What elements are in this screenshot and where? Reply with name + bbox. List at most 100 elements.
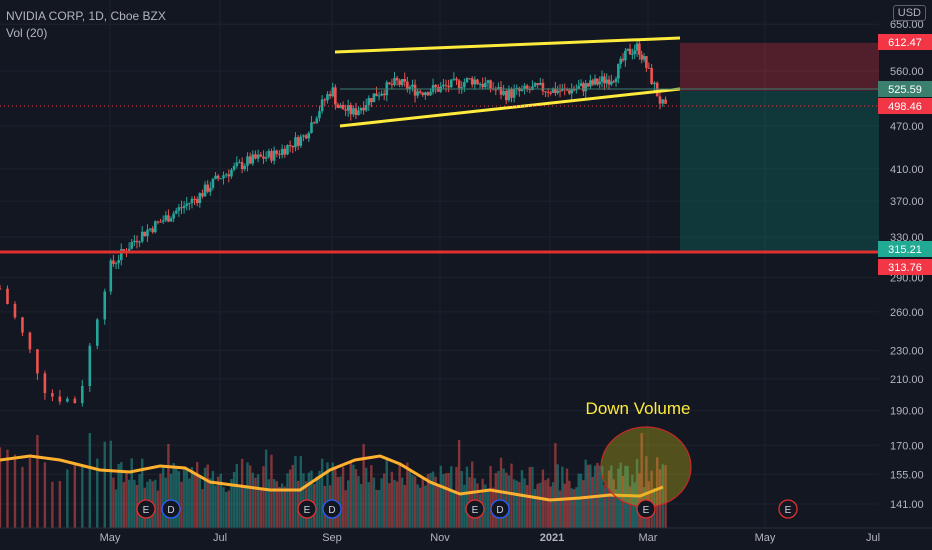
event-marker[interactable]: E xyxy=(297,499,317,519)
volume-bar xyxy=(117,463,120,528)
volume-bar xyxy=(196,462,199,528)
candle-body xyxy=(339,104,342,109)
event-marker[interactable]: D xyxy=(161,499,181,519)
candle-body xyxy=(593,78,597,85)
volume-bar xyxy=(577,473,580,528)
candle-body xyxy=(13,303,17,318)
candle-body xyxy=(88,345,92,386)
candle-body xyxy=(151,228,154,233)
candle-body xyxy=(209,187,212,192)
earnings-icon[interactable] xyxy=(636,499,656,519)
candle-body xyxy=(421,92,425,96)
candle-body xyxy=(243,165,247,170)
candle-body xyxy=(584,83,587,92)
dividend-icon[interactable] xyxy=(161,499,181,519)
earnings-icon[interactable] xyxy=(136,499,156,519)
volume-bar xyxy=(294,455,297,528)
candle-body xyxy=(310,122,313,133)
candle-body xyxy=(73,398,77,404)
volume-bar xyxy=(141,458,144,528)
event-marker[interactable]: E xyxy=(778,499,798,519)
earnings-icon[interactable] xyxy=(465,499,485,519)
candle-body xyxy=(58,396,62,402)
volume-bar xyxy=(352,464,355,528)
event-marker-label: E xyxy=(643,505,650,516)
volume-bar xyxy=(283,486,286,528)
dividend-icon[interactable] xyxy=(322,499,342,519)
event-marker[interactable]: D xyxy=(490,499,510,519)
currency-button[interactable]: USD xyxy=(892,5,926,21)
candle-body xyxy=(372,93,376,103)
candle-body xyxy=(612,81,615,83)
volume-bar xyxy=(224,492,228,528)
volume-bar xyxy=(582,480,585,528)
candle-body xyxy=(465,78,469,83)
candle-body xyxy=(188,203,191,205)
candle-body xyxy=(296,137,300,146)
candle-body xyxy=(416,91,419,96)
event-marker-label: E xyxy=(143,505,150,516)
candles xyxy=(0,38,667,407)
candle-body xyxy=(95,319,99,346)
event-marker[interactable]: E xyxy=(136,499,156,519)
earnings-icon[interactable] xyxy=(297,499,317,519)
symbol-title: NVIDIA CORP, 1D, Cboe BZX xyxy=(6,9,166,23)
candle-body xyxy=(172,213,175,219)
volume-bar xyxy=(296,480,300,528)
down-volume-highlight[interactable] xyxy=(600,426,692,508)
channel-upper-trendline[interactable] xyxy=(334,36,681,54)
channel-lower-trendline[interactable] xyxy=(339,87,681,128)
candle-body xyxy=(264,157,268,159)
volume-bar xyxy=(347,480,350,528)
volume-bar xyxy=(133,479,136,528)
candle-body xyxy=(429,91,432,96)
candle-body xyxy=(148,228,152,230)
candle-body xyxy=(140,231,144,242)
candle-body xyxy=(336,104,340,109)
time-tick-label: Nov xyxy=(430,532,450,544)
volume-bar xyxy=(431,471,435,528)
volume-bar xyxy=(280,483,284,528)
time-tick-label: Mar xyxy=(639,532,658,544)
candle-body xyxy=(418,91,422,93)
event-marker[interactable]: D xyxy=(322,499,342,519)
volume-bar xyxy=(96,458,99,528)
earnings-icon[interactable] xyxy=(778,499,798,519)
volume-bar xyxy=(334,469,337,528)
candle-body xyxy=(533,83,537,87)
volume-bar xyxy=(246,462,249,528)
price-tick-label: 650.00 xyxy=(890,19,924,31)
event-marker[interactable]: E xyxy=(465,499,485,519)
volume-bar xyxy=(125,472,128,528)
candle-body xyxy=(406,81,409,89)
volume-bar xyxy=(13,454,17,528)
volume-bar xyxy=(259,487,262,528)
dividend-icon[interactable] xyxy=(490,499,510,519)
volume-bar xyxy=(575,487,578,528)
volume-bar xyxy=(359,484,363,528)
volume-bar xyxy=(650,470,653,528)
candle-body xyxy=(130,242,134,249)
volume-bar xyxy=(465,466,469,528)
volume-bar xyxy=(0,447,2,528)
time-axis[interactable]: May Jul Sep Nov 2021 Mar May Jul xyxy=(0,527,932,544)
time-tick-label: May xyxy=(100,532,121,544)
candle-body xyxy=(240,162,244,170)
volume-bar xyxy=(631,474,634,528)
candle-body xyxy=(610,81,613,85)
candle-body xyxy=(556,90,559,93)
price-axis[interactable]: 141.00 155.00 170.00 190.00 210.00 230.00 260.… xyxy=(878,0,932,528)
candle-body xyxy=(395,77,399,81)
candle-body xyxy=(43,373,47,394)
event-marker[interactable]: E xyxy=(636,499,656,519)
volume-bar xyxy=(127,479,131,528)
candle-body xyxy=(248,156,252,164)
candle-body xyxy=(645,56,648,68)
volume-bar xyxy=(331,462,334,528)
volume-bar xyxy=(193,474,196,528)
candle-body xyxy=(185,203,189,206)
candle-body xyxy=(400,79,404,85)
candle-body xyxy=(286,145,289,155)
candle-body xyxy=(589,80,592,87)
